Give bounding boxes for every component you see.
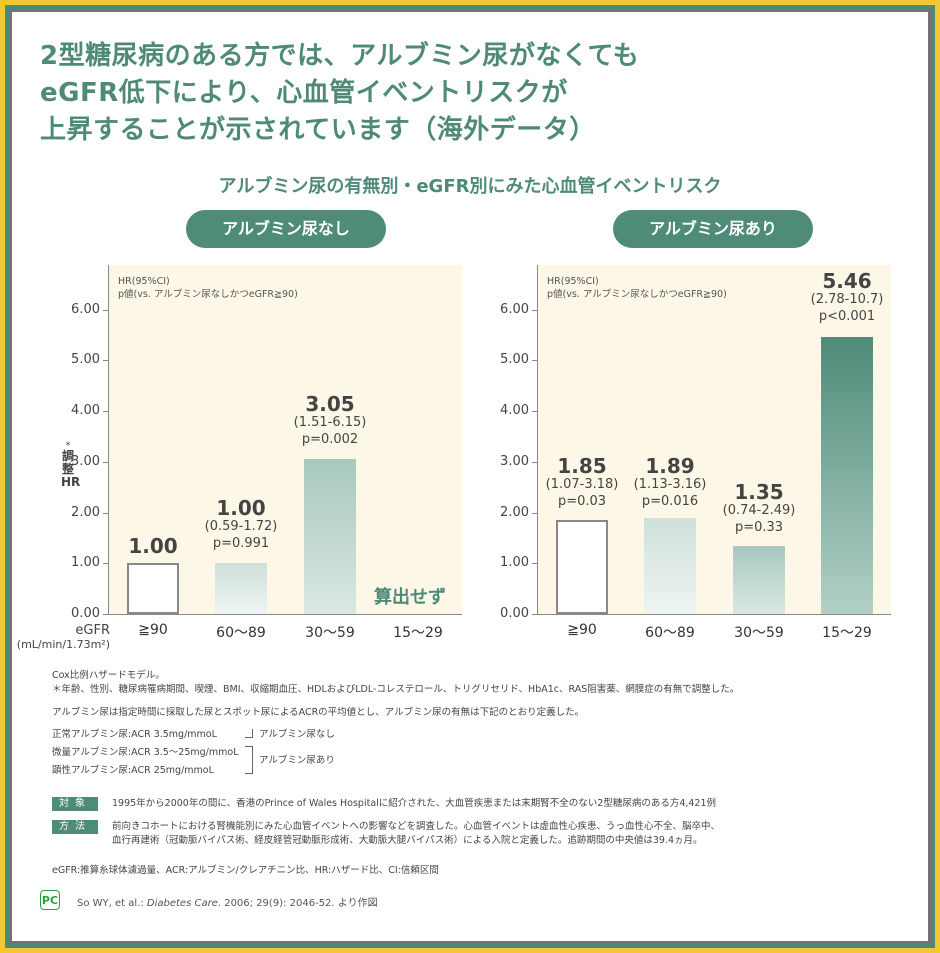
y-tick-label: 1.00 — [71, 555, 100, 570]
x-category-label: ≧90 — [567, 622, 597, 638]
notes-model: Cox比例ハザードモデル。 ＊年齢、性別、糖尿病罹病期間、喫煙、BMI、収縮期血… — [52, 670, 740, 695]
headline-line-3: 上昇することが示されています（海外データ） — [40, 115, 596, 145]
def-normal: 正常アルブミン尿:ACR 3.5mg/mmoL — [52, 729, 217, 740]
y-tick-label: 6.00 — [71, 302, 100, 317]
panel-title-albuminuria: アルブミン尿あり — [613, 210, 813, 248]
plot-area — [108, 265, 462, 614]
bar-egfr-30-59 — [304, 459, 356, 614]
reference-citation: So WY, et al.: Diabetes Care. 2006; 29(9… — [77, 898, 378, 909]
y-axis — [108, 265, 109, 615]
x-axis — [108, 614, 462, 615]
not-calculated-label: 算出せず — [374, 587, 446, 608]
y-tick — [532, 360, 537, 361]
y-tick-label: 4.00 — [71, 403, 100, 418]
subject-tag: 対象 — [52, 797, 98, 811]
y-tick — [103, 411, 108, 412]
y-tick-label: 4.00 — [500, 403, 529, 418]
headline-line-2: eGFR低下により、心血管イベントリスクが — [40, 78, 568, 108]
def-macro: 顕性アルブミン尿:ACR 25mg/mmoL — [52, 765, 214, 776]
y-tick — [103, 310, 108, 311]
y-tick — [532, 563, 537, 564]
headline: 2型糖尿病のある方では、アルブミン尿がなくても eGFR低下により、心血管イベン… — [40, 38, 639, 149]
chart-no-albuminuria: HR(95%CI) p値(vs. アルブミン尿なしかつeGFR≧90) 6.00… — [71, 265, 462, 641]
page: 2型糖尿病のある方では、アルブミン尿がなくても eGFR低下により、心血管イベン… — [12, 12, 928, 941]
y-tick-label: 1.00 — [500, 555, 529, 570]
y-axis-title: * 調整HR — [61, 441, 81, 489]
x-category-label: 30〜59 — [305, 625, 355, 641]
bar-label: 1.85 (1.07-3.18) p=0.03 — [545, 454, 619, 509]
bar-egfr-60-89 — [215, 563, 267, 614]
y-tick-label: 2.00 — [500, 505, 529, 520]
y-tick — [103, 360, 108, 361]
x-category-label: 60〜89 — [645, 625, 695, 641]
y-tick — [532, 411, 537, 412]
y-tick-label: 6.00 — [500, 302, 529, 317]
y-tick-label: 5.00 — [500, 352, 529, 367]
y-tick-label: 0.00 — [500, 606, 529, 621]
bar-label: 1.00 — [128, 534, 178, 558]
bar-egfr-90-plus — [556, 520, 608, 614]
study-method: 方法 前向きコホートにおける腎機能別にみた心血管イベントへの影響などを調査した。… — [52, 820, 720, 846]
y-tick-label: 5.00 — [71, 352, 100, 367]
bar-egfr-30-59 — [733, 546, 785, 614]
x-category-label: 15〜29 — [393, 625, 443, 641]
x-category-label: 30〜59 — [734, 625, 784, 641]
x-axis-title: eGFR — [75, 623, 110, 638]
bracket-present — [245, 746, 253, 774]
bar-egfr-90-plus — [127, 563, 179, 614]
y-tick — [103, 563, 108, 564]
bar-label: 5.46 (2.78-10.7) p<0.001 — [810, 269, 884, 324]
def-group-none: アルブミン尿なし — [259, 729, 335, 740]
pc-logo-icon: PC — [40, 890, 60, 910]
panel-title-no-albuminuria: アルブミン尿なし — [186, 210, 386, 248]
headline-line-1: 2型糖尿病のある方では、アルブミン尿がなくても — [40, 41, 640, 71]
y-axis — [537, 265, 538, 615]
chart-subtitle: アルブミン尿の有無別・eGFR別にみた心血管イベントリスク — [218, 176, 722, 197]
bar-label: 1.35 (0.74-2.49) p=0.33 — [722, 480, 796, 535]
y-tick — [532, 462, 537, 463]
y-tick — [532, 513, 537, 514]
x-category-label: ≧90 — [138, 622, 168, 638]
y-tick — [532, 614, 537, 615]
bar-label: 3.05 (1.51-6.15) p=0.002 — [293, 392, 367, 447]
y-tick-label: 3.00 — [500, 454, 529, 469]
x-category-label: 15〜29 — [822, 625, 872, 641]
bar-label: 1.89 (1.13-3.16) p=0.016 — [633, 454, 707, 509]
notes-albuminuria-definition: アルブミン尿は指定時間に採取した尿とスポット尿によるACRの平均値とし、アルブミ… — [52, 707, 585, 718]
def-micro: 微量アルブミン尿:ACR 3.5〜25mg/mmoL — [52, 747, 239, 758]
y-tick — [532, 310, 537, 311]
y-tick-label: 2.00 — [71, 505, 100, 520]
bar-egfr-15-29 — [821, 337, 873, 614]
y-tick-label: 3.00 — [71, 454, 100, 469]
method-tag: 方法 — [52, 820, 98, 834]
bracket-none — [245, 729, 253, 738]
x-axis — [537, 614, 891, 615]
legend-note: HR(95%CI) p値(vs. アルブミン尿なしかつeGFR≧90) — [547, 276, 727, 300]
def-group-present: アルブミン尿あり — [259, 755, 335, 766]
study-subject: 対象 1995年から2000年の間に、香港のPrince of Wales Ho… — [52, 797, 716, 811]
y-axis-title-text: 調整HR — [61, 449, 81, 489]
x-category-label: 60〜89 — [216, 625, 266, 641]
abbreviations: eGFR:推算糸球体濾過量、ACR:アルブミン/クレアチニン比、HR:ハザード比… — [52, 865, 439, 876]
bar-egfr-60-89 — [644, 518, 696, 614]
bar-label: 1.00 (0.59-1.72) p=0.991 — [204, 496, 278, 551]
y-tick-label: 0.00 — [71, 606, 100, 621]
x-axis-unit: (mL/min/1.73m²) — [16, 638, 110, 651]
y-tick — [103, 513, 108, 514]
legend-note: HR(95%CI) p値(vs. アルブミン尿なしかつeGFR≧90) — [118, 276, 298, 300]
y-tick — [103, 462, 108, 463]
chart-albuminuria: HR(95%CI) p値(vs. アルブミン尿なしかつeGFR≧90) 6.00… — [500, 265, 891, 641]
y-tick — [103, 614, 108, 615]
